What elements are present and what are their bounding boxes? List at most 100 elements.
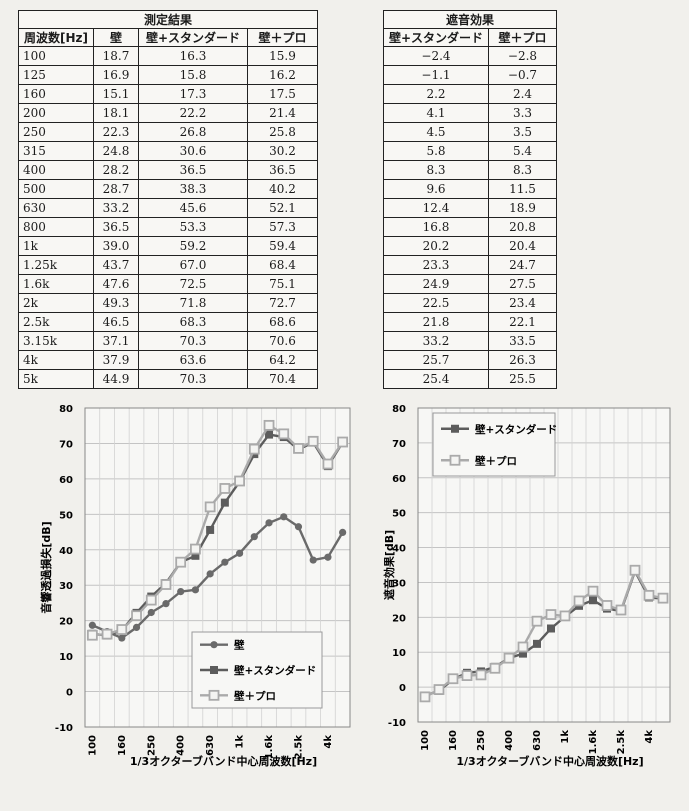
- table-row-cell: 40.2: [247, 179, 318, 199]
- table-row-cell: 70.4: [247, 369, 318, 389]
- data-point: [191, 551, 200, 560]
- data-point: [177, 588, 185, 596]
- effect-row-cell: −2.4: [383, 46, 489, 66]
- data-point: [643, 589, 655, 601]
- x-tick-label: 400: [176, 735, 187, 756]
- y-tick-label: 10: [392, 648, 406, 659]
- table-row-cell: 64.2: [247, 350, 318, 370]
- data-point: [447, 673, 459, 685]
- x-tick-label: 1.6k: [264, 735, 275, 760]
- effect-row-cell: −2.8: [488, 46, 557, 66]
- data-point: [88, 621, 96, 629]
- data-point: [147, 608, 155, 617]
- effect-row: 25.7 26.3: [383, 350, 557, 370]
- data-point: [309, 556, 317, 564]
- data-point: [265, 430, 274, 439]
- data-point: [191, 586, 200, 594]
- legend-item: 壁＋プロ: [441, 454, 517, 467]
- x-tick-label: 100: [87, 735, 98, 756]
- data-point: [204, 501, 216, 513]
- effect-row-cell: 11.5: [488, 179, 557, 199]
- effect-row-cell: 27.5: [488, 274, 557, 294]
- table-row-cell: 24.8: [93, 141, 139, 161]
- data-point: [589, 596, 597, 605]
- data-point: [559, 610, 571, 622]
- table-row-cell: 17.5: [247, 84, 318, 104]
- table-row-cell: 39.0: [93, 236, 139, 256]
- effect-row-cell: 25.7: [383, 350, 489, 370]
- data-point: [657, 592, 669, 604]
- table-row: 500 28.7 38.3 40.2: [18, 179, 318, 199]
- effect-row: −2.4 −2.8: [383, 46, 557, 66]
- data-point: [162, 600, 170, 608]
- effect-row-cell: 20.2: [383, 236, 489, 256]
- data-point: [132, 623, 141, 632]
- table-row-cell: 44.9: [93, 369, 139, 389]
- legend-marker: [449, 454, 461, 466]
- data-point: [503, 652, 515, 664]
- effect-row-cell: 21.8: [383, 312, 489, 332]
- data-point: [220, 498, 229, 507]
- series-2: [419, 564, 669, 703]
- effect-row-cell: 22.1: [488, 312, 557, 332]
- table-row-cell: 21.4: [247, 103, 318, 123]
- data-point: [206, 570, 214, 578]
- table-row-cell: 49.3: [93, 293, 139, 313]
- effect-row-cell: 20.4: [488, 236, 557, 256]
- data-point: [263, 419, 275, 431]
- y-tick-label: 80: [392, 404, 406, 415]
- data-point: [489, 662, 501, 674]
- y-tick-label: 20: [59, 617, 73, 628]
- data-point: [118, 634, 126, 642]
- data-point: [629, 564, 641, 576]
- x-tick-label: 1k: [235, 735, 246, 749]
- data-point: [547, 624, 555, 633]
- table-row-cell: 70.3: [138, 369, 248, 389]
- data-point: [219, 483, 231, 494]
- table-row-cell: 15.8: [138, 65, 248, 85]
- header-effect-standard: 壁+スタンダード: [383, 28, 489, 47]
- data-point: [265, 519, 273, 527]
- x-axis-label: 1/3オクターブバンド中心周波数[Hz]: [456, 754, 643, 768]
- data-point: [587, 585, 599, 597]
- legend-item: 壁: [200, 639, 245, 652]
- effect-row: 4.1 3.3: [383, 103, 557, 123]
- y-tick-label: 30: [392, 578, 406, 589]
- table-row-cell: 2.5k: [18, 312, 94, 332]
- table-row-cell: 500: [18, 179, 94, 199]
- x-tick-label: 1k: [560, 730, 571, 744]
- table-row-cell: 250: [18, 122, 94, 142]
- x-tick-label: 160: [448, 730, 459, 751]
- table-row-cell: 15.1: [93, 84, 139, 104]
- x-tick-label: 100: [420, 730, 431, 751]
- data-point: [145, 594, 157, 606]
- data-point: [433, 684, 445, 695]
- x-tick-label: 250: [146, 735, 157, 756]
- series-1: [88, 513, 347, 642]
- table-row-cell: 5k: [18, 369, 94, 389]
- table-row: 100 18.7 16.3 15.9: [18, 46, 318, 66]
- data-point: [280, 513, 288, 521]
- effect-row-cell: 25.5: [488, 369, 557, 389]
- y-tick-label: 10: [59, 652, 73, 663]
- table-row: 250 22.3 26.8 25.8: [18, 122, 318, 142]
- x-axis-label: 1/3オクターブバンド中心周波数[Hz]: [130, 754, 317, 768]
- legend-item: 壁+スタンダード: [441, 423, 557, 436]
- effect-row: 21.8 22.1: [383, 312, 557, 332]
- data-point: [322, 458, 334, 470]
- y-tick-label: -10: [55, 723, 73, 734]
- x-tick-label: 4k: [644, 730, 655, 744]
- x-tick-label: 1.6k: [588, 730, 599, 755]
- series-3: [86, 419, 349, 641]
- effect-row: 24.9 27.5: [383, 274, 557, 294]
- table-row-cell: 43.7: [93, 255, 139, 275]
- table-row: 2.5k 46.5 68.3 68.6: [18, 312, 318, 332]
- data-point: [294, 523, 303, 531]
- table-row-cell: 33.2: [93, 198, 139, 218]
- effect-row-cell: 18.9: [488, 198, 557, 218]
- data-point: [545, 609, 557, 620]
- effect-row: 25.4 25.5: [383, 369, 557, 389]
- legend-label: 壁＋プロ: [475, 454, 517, 467]
